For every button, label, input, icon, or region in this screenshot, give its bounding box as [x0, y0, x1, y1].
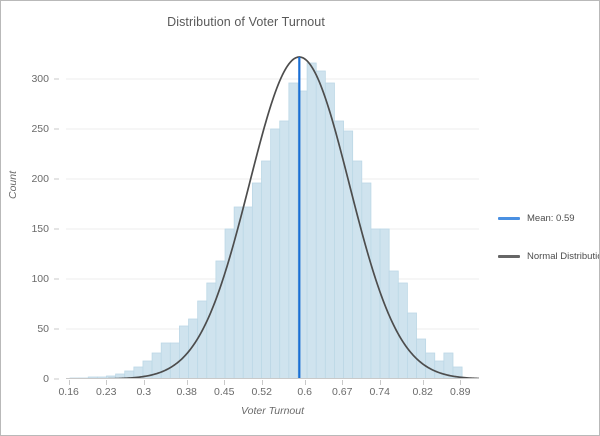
y-tick-label: 150: [31, 223, 49, 235]
x-tick-label: 0.38: [176, 386, 197, 398]
x-axis-title: Voter Turnout: [240, 405, 305, 417]
y-tick-mark: [54, 228, 59, 230]
y-tick-label: 0: [43, 373, 49, 385]
x-tick-label: 0.16: [58, 386, 79, 398]
histogram-bar[interactable]: [169, 342, 180, 379]
histogram-bar[interactable]: [206, 282, 217, 379]
histogram-bar[interactable]: [160, 342, 171, 379]
y-tick-mark: [54, 278, 59, 280]
histogram-bar[interactable]: [434, 360, 445, 379]
y-tick-mark: [54, 178, 59, 180]
histogram-bar[interactable]: [306, 62, 317, 379]
histogram-bar[interactable]: [324, 82, 335, 379]
histogram-bar[interactable]: [224, 228, 235, 379]
legend-label-mean: Mean: 0.59: [527, 212, 575, 224]
y-tick-label: 200: [31, 173, 49, 185]
x-tick-mark: [143, 380, 145, 385]
histogram-bar[interactable]: [452, 366, 463, 379]
y-tick-label: 100: [31, 273, 49, 285]
x-tick-mark: [379, 380, 381, 385]
y-axis: 0 50 100 150 200 250 300: [1, 41, 59, 385]
x-tick-mark: [342, 380, 344, 385]
histogram-bar[interactable]: [279, 120, 290, 379]
legend-swatch-normal: [498, 254, 520, 258]
histogram-bar[interactable]: [370, 228, 381, 379]
x-tick-label: 0.6: [297, 386, 312, 398]
histogram-bar[interactable]: [233, 206, 244, 379]
histogram-bar[interactable]: [361, 182, 372, 379]
histogram-bar[interactable]: [315, 70, 326, 379]
x-tick-mark: [68, 380, 70, 385]
x-tick-mark: [106, 380, 108, 385]
histogram-bars: [69, 62, 463, 379]
histogram-bar[interactable]: [197, 300, 208, 379]
histogram-bar[interactable]: [270, 128, 281, 379]
x-tick-mark: [422, 380, 424, 385]
chart-title: Distribution of Voter Turnout: [167, 15, 325, 29]
x-tick-mark: [261, 380, 263, 385]
histogram-bar[interactable]: [261, 160, 272, 379]
x-axis: 0.16 0.23 0.3 0.38 0.45 0.52 0.6 0.67 0.74 0.82 0.…: [58, 380, 479, 402]
x-tick-label: 0.89: [450, 386, 471, 398]
histogram-bar[interactable]: [251, 182, 262, 379]
x-tick-label: 0.52: [251, 386, 272, 398]
x-tick-mark: [186, 380, 188, 385]
histogram-bar[interactable]: [406, 312, 417, 379]
x-tick-label: 0.3: [136, 386, 152, 398]
x-tick-label: 0.67: [332, 386, 353, 398]
histogram-bar[interactable]: [288, 82, 299, 379]
histogram-plot: [66, 56, 479, 379]
x-tick-mark: [304, 380, 306, 385]
histogram-bar[interactable]: [397, 282, 408, 379]
histogram-bar[interactable]: [443, 352, 454, 379]
x-tick-mark: [224, 380, 226, 385]
y-tick-label: 50: [37, 323, 49, 335]
y-tick-mark: [54, 78, 59, 80]
y-tick-label: 250: [31, 123, 49, 135]
y-tick-mark: [54, 128, 59, 130]
histogram-bar[interactable]: [242, 206, 253, 379]
legend-item-mean[interactable]: Mean: 0.59: [498, 211, 598, 225]
histogram-bar[interactable]: [352, 160, 363, 379]
legend: Mean: 0.59 Normal Distribution: [498, 211, 600, 287]
normal-distribution-curve: [66, 56, 479, 379]
legend-item-normal[interactable]: Normal Distribution: [498, 249, 600, 263]
x-tick-label: 0.82: [412, 386, 433, 398]
legend-swatch-mean: [498, 216, 520, 220]
x-tick-label: 0.45: [214, 386, 235, 398]
x-tick-label: 0.23: [96, 386, 117, 398]
y-tick-mark: [54, 328, 59, 330]
plot-area: [66, 41, 479, 379]
x-tick-label: 0.74: [369, 386, 390, 398]
y-tick-mark: [54, 378, 59, 380]
x-tick-mark: [460, 380, 462, 385]
y-tick-label: 300: [31, 73, 49, 85]
legend-label-normal: Normal Distribution: [527, 250, 600, 262]
